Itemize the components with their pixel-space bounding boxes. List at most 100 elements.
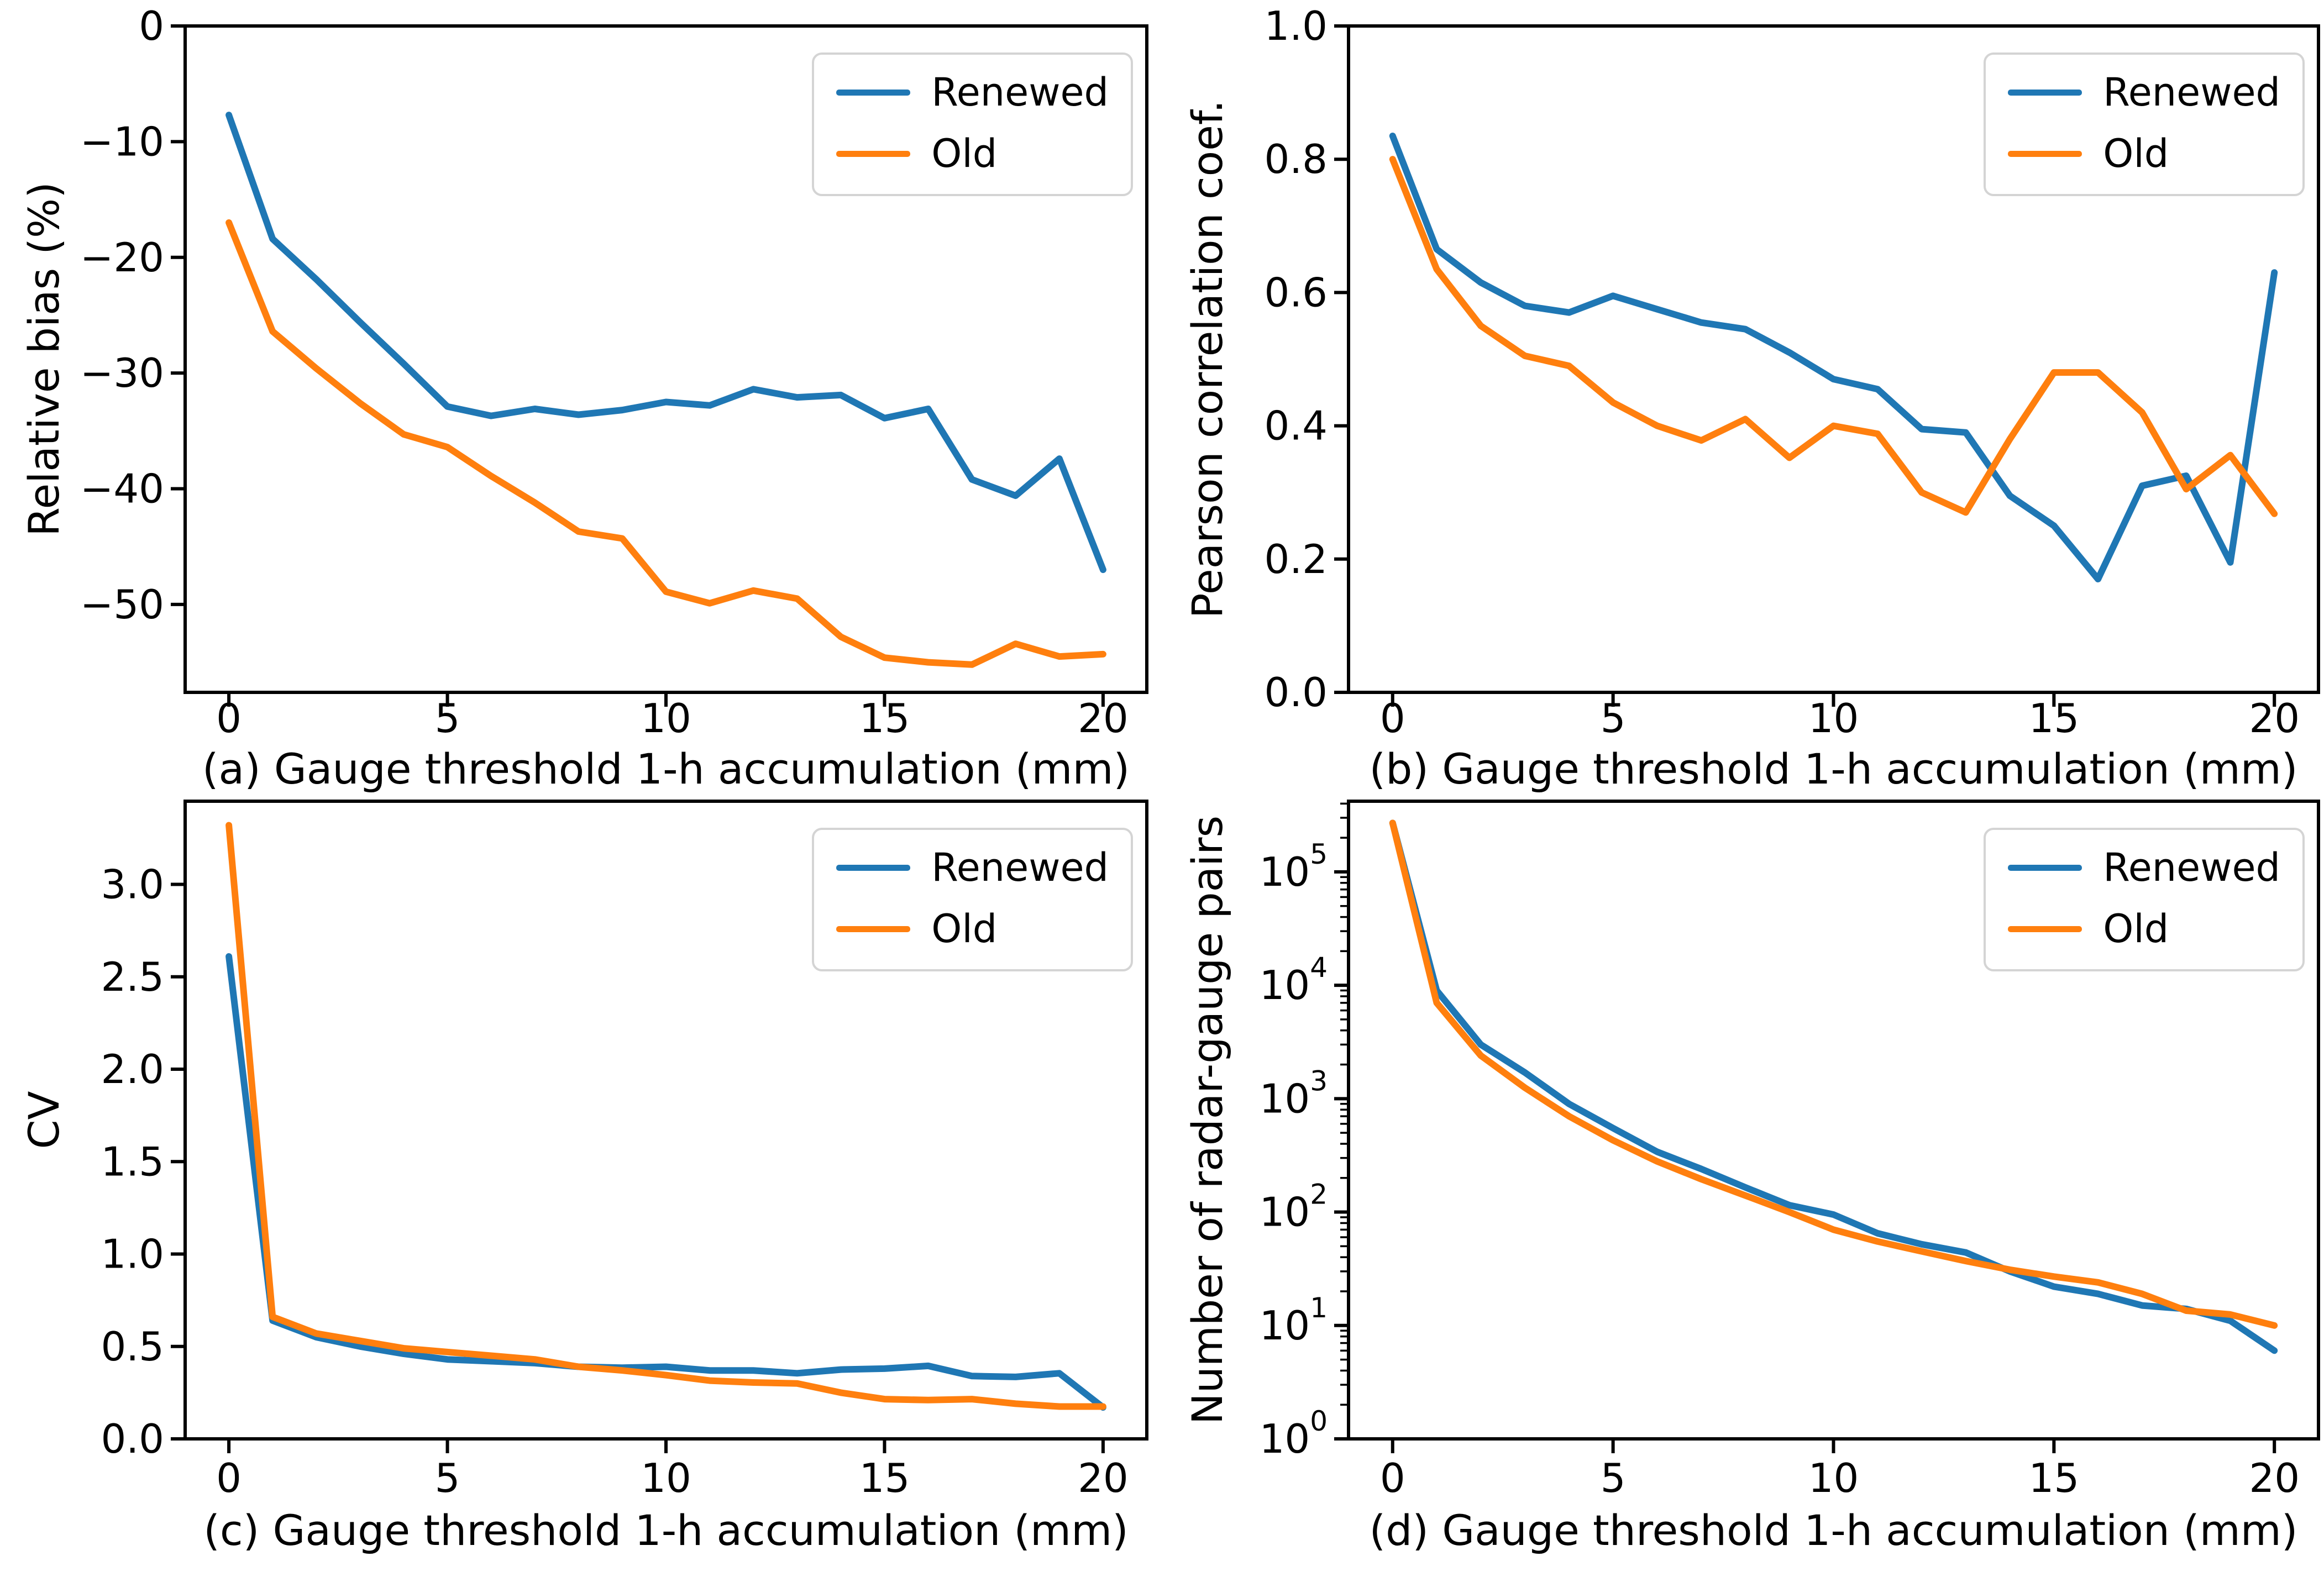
legend-label-renewed: Renewed bbox=[931, 70, 1109, 115]
panel-radar-gauge-pairs: 0 5 10 15 20 100 101 102 103 104 105 Number of rad… bbox=[1163, 790, 2324, 1577]
x-tick-label: 15 bbox=[2029, 1455, 2080, 1501]
legend-entry-old: Old bbox=[2008, 133, 2280, 175]
data-line-renewed bbox=[1389, 133, 2278, 582]
legend-label-old: Old bbox=[931, 906, 998, 952]
legend-label-renewed: Renewed bbox=[2103, 70, 2280, 115]
x-tick-label: 0 bbox=[1380, 1455, 1405, 1501]
legend-line-sample-renewed bbox=[836, 90, 911, 96]
x-tick-label: 10 bbox=[1808, 695, 1859, 742]
y-tick-label: 2.5 bbox=[101, 954, 164, 1000]
x-tick-label: 10 bbox=[1808, 1455, 1859, 1501]
y-tick-label: 0.2 bbox=[1264, 536, 1328, 582]
legend: Renewed Old bbox=[1984, 828, 2305, 971]
plot-area: 0 5 10 15 20 0.0 0.5 1.0 1.5 2.0 2.5 3.0 bbox=[101, 800, 1148, 1501]
data-line-renewed bbox=[225, 112, 1106, 574]
x-tick-label: 20 bbox=[1078, 1455, 1129, 1501]
y-tick-label: 105 bbox=[1260, 838, 1328, 895]
legend-label-old: Old bbox=[931, 131, 998, 176]
legend-entry-renewed: Renewed bbox=[836, 847, 1109, 889]
x-tick-label: 0 bbox=[216, 695, 242, 742]
legend-entry-old: Old bbox=[836, 133, 1109, 175]
x-tick-label: 20 bbox=[1078, 695, 1129, 742]
data-line-old bbox=[225, 822, 1106, 1410]
x-tick-label: 5 bbox=[1601, 695, 1626, 742]
x-axis-caption: (b) Gauge threshold 1-h accumulation (mm… bbox=[1369, 744, 2298, 793]
y-tick-label: 0.6 bbox=[1264, 269, 1328, 316]
y-tick-label: 104 bbox=[1260, 952, 1328, 1008]
y-tick-label: 101 bbox=[1260, 1292, 1328, 1349]
x-tick-label: 10 bbox=[641, 695, 691, 742]
legend-entry-renewed: Renewed bbox=[2008, 71, 2280, 114]
legend-label-renewed: Renewed bbox=[2103, 845, 2280, 890]
x-tick-label: 15 bbox=[2029, 695, 2080, 742]
legend-label-old: Old bbox=[2103, 131, 2169, 176]
y-tick-label: 1.5 bbox=[101, 1138, 164, 1185]
legend: Renewed Old bbox=[812, 52, 1133, 196]
legend-line-sample-renewed bbox=[2008, 865, 2082, 871]
x-tick-label: 0 bbox=[216, 1455, 242, 1501]
y-tick-label: −20 bbox=[80, 234, 164, 281]
y-tick-label: 0.0 bbox=[101, 1416, 164, 1462]
legend-label-old: Old bbox=[2103, 906, 2169, 952]
plot-area: 0 5 10 15 20 0 −10 −20 −30 −40 −50 bbox=[80, 3, 1148, 742]
y-tick-label: 3.0 bbox=[101, 861, 164, 908]
legend: Renewed Old bbox=[812, 828, 1133, 971]
x-axis-caption: (d) Gauge threshold 1-h accumulation (mm… bbox=[1369, 1506, 2298, 1555]
x-tick-label: 20 bbox=[2249, 1455, 2300, 1501]
plot-border bbox=[183, 800, 1148, 1441]
y-tick-label: −50 bbox=[80, 581, 164, 628]
y-tick-label: 0 bbox=[139, 3, 164, 49]
legend-line-sample-old bbox=[2008, 151, 2082, 157]
x-tick-label: 5 bbox=[1601, 1455, 1626, 1501]
y-tick-label: 1.0 bbox=[101, 1231, 164, 1278]
y-tick-label: 2.0 bbox=[101, 1046, 164, 1092]
x-tick-label: 15 bbox=[859, 1455, 910, 1501]
panel-relative-bias: 0 5 10 15 20 0 −10 −20 −30 −40 −50 Relative bias (… bbox=[0, 0, 1163, 790]
legend-entry-renewed: Renewed bbox=[836, 71, 1109, 114]
legend-entry-renewed: Renewed bbox=[2008, 847, 2280, 889]
x-tick-label: 15 bbox=[859, 695, 910, 742]
y-axis-label: Pearson correlation coef. bbox=[1183, 99, 1232, 619]
data-line-renewed bbox=[225, 953, 1106, 1411]
panel-pearson-correlation: 0 5 10 15 20 0.0 0.2 0.4 0.6 0.8 1.0 Pearson corre… bbox=[1163, 0, 2324, 790]
data-line-renewed bbox=[1389, 819, 2278, 1354]
legend-line-sample-old bbox=[836, 926, 911, 932]
x-tick-label: 20 bbox=[2249, 695, 2300, 742]
x-tick-label: 0 bbox=[1380, 695, 1405, 742]
y-tick-label: −40 bbox=[80, 466, 164, 512]
legend-entry-old: Old bbox=[836, 908, 1109, 950]
y-tick-label: 0.8 bbox=[1264, 136, 1328, 182]
y-tick-label: 0.5 bbox=[101, 1323, 164, 1370]
legend-line-sample-old bbox=[2008, 926, 2082, 932]
y-axis-label: CV bbox=[19, 1091, 69, 1149]
legend-entry-old: Old bbox=[2008, 908, 2280, 950]
legend-line-sample-renewed bbox=[836, 865, 911, 871]
y-tick-label: −10 bbox=[80, 118, 164, 165]
legend: Renewed Old bbox=[1984, 52, 2305, 196]
plot-area: 0 5 10 15 20 0.0 0.2 0.4 0.6 0.8 1.0 bbox=[1264, 3, 2320, 742]
y-tick-label: 0.0 bbox=[1264, 669, 1328, 716]
y-axis-label: Relative bias (%) bbox=[19, 182, 69, 537]
y-tick-label: 0.4 bbox=[1264, 403, 1328, 449]
y-tick-label: 1.0 bbox=[1264, 3, 1328, 49]
x-tick-label: 5 bbox=[435, 1455, 460, 1501]
x-tick-label: 5 bbox=[435, 695, 460, 742]
x-tick-label: 10 bbox=[641, 1455, 691, 1501]
data-line-old bbox=[1389, 819, 2278, 1329]
y-tick-label: −30 bbox=[80, 350, 164, 396]
legend-line-sample-old bbox=[836, 151, 911, 157]
data-line-old bbox=[225, 219, 1106, 668]
plot-border bbox=[1347, 24, 2320, 694]
legend-label-renewed: Renewed bbox=[931, 845, 1109, 890]
plot-area: 0 5 10 15 20 100 101 102 103 104 105 bbox=[1260, 800, 2320, 1501]
panel-cv: 0 5 10 15 20 0.0 0.5 1.0 1.5 2.0 2.5 3.0 CV (c) Gau… bbox=[0, 790, 1163, 1577]
plot-border bbox=[1347, 800, 2320, 1441]
x-axis-caption: (c) Gauge threshold 1-h accumulation (mm… bbox=[203, 1506, 1129, 1555]
plot-border bbox=[183, 24, 1148, 694]
legend-line-sample-renewed bbox=[2008, 90, 2082, 96]
y-axis-label: Number of radar-gauge pairs bbox=[1183, 815, 1232, 1425]
y-tick-label: 103 bbox=[1260, 1065, 1328, 1122]
y-tick-label: 102 bbox=[1260, 1179, 1328, 1236]
y-tick-label: 100 bbox=[1260, 1405, 1328, 1462]
data-line-old bbox=[1389, 156, 2278, 517]
